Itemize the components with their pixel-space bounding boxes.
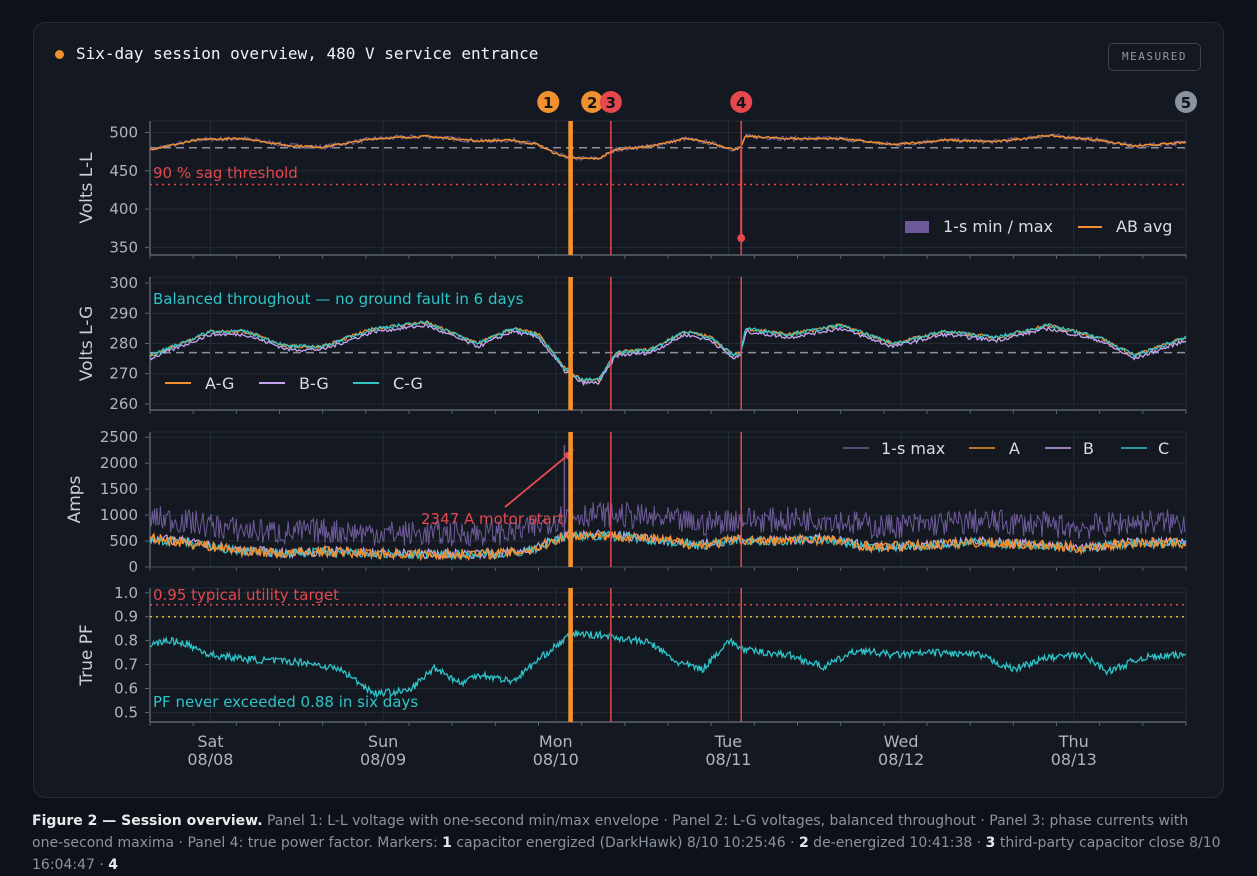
caption-marker-4: 4 bbox=[108, 857, 118, 873]
amps-legend-label: C bbox=[1158, 439, 1169, 458]
marker-5-label: 5 bbox=[1181, 94, 1191, 112]
lg-y-tick-label: 260 bbox=[109, 395, 138, 413]
caption-text: Panel 1: L-L voltage with one-second min… bbox=[32, 813, 1189, 851]
pf-y-tick-label: 0.6 bbox=[114, 680, 138, 698]
lg-y-tick-label: 290 bbox=[109, 304, 138, 322]
status-dot bbox=[55, 50, 64, 59]
x-tick-label-day: Thu bbox=[1058, 732, 1089, 751]
motor-start-annotation: 2347 A motor start bbox=[421, 510, 564, 528]
caption-marker-1-text: capacitor energized (DarkHawk) 8/10 10:2… bbox=[451, 835, 799, 851]
x-tick-label-day: Sat bbox=[197, 732, 223, 751]
amps-legend-label: B bbox=[1083, 439, 1094, 458]
marker-3-badge bbox=[599, 91, 622, 113]
lg-y-axis-label: Volts L-G bbox=[77, 306, 97, 381]
x-tick-label-date: 08/09 bbox=[360, 750, 406, 769]
amps-y-tick-label: 2000 bbox=[100, 454, 138, 472]
legend-b-g-label: B-G bbox=[299, 374, 329, 393]
marker-1-label: 1 bbox=[543, 94, 553, 112]
measured-badge: MEASURED bbox=[1108, 43, 1201, 71]
lg-balanced-annotation: Balanced throughout — no ground fault in… bbox=[153, 290, 524, 308]
marker-2-label: 2 bbox=[587, 94, 597, 112]
ll-y-axis-label: Volts L-L bbox=[77, 152, 97, 224]
pf-target-annotation: 0.95 typical utility target bbox=[153, 586, 339, 604]
ll-ab-avg-line bbox=[149, 134, 1187, 161]
amps-y-tick-label: 500 bbox=[109, 532, 138, 550]
lg-y-tick-label: 280 bbox=[109, 335, 138, 353]
ll-y-tick-label: 500 bbox=[109, 123, 138, 141]
ll-y-tick-label: 450 bbox=[109, 162, 138, 180]
amps-a-line bbox=[149, 529, 1187, 562]
pf-y-tick-label: 0.5 bbox=[114, 703, 138, 721]
motor-start-arrow bbox=[504, 454, 569, 508]
marker-5-badge bbox=[1175, 91, 1197, 113]
lg-y-tick-label: 300 bbox=[109, 274, 138, 292]
x-tick-label-date: 08/11 bbox=[705, 750, 751, 769]
amps-y-tick-label: 1000 bbox=[100, 506, 138, 524]
x-tick-label-date: 08/12 bbox=[878, 750, 924, 769]
figure-caption: Figure 2 — Session overview. Panel 1: L-… bbox=[32, 810, 1222, 876]
lg-c-g-line bbox=[149, 320, 1187, 383]
x-tick-label-date: 08/13 bbox=[1051, 750, 1097, 769]
pf-y-tick-label: 0.8 bbox=[114, 632, 138, 650]
caption-marker-3: 3 bbox=[985, 835, 996, 851]
marker-1-badge bbox=[537, 91, 560, 113]
lg-y-tick-label: 270 bbox=[109, 365, 138, 383]
pf-max-annotation: PF never exceeded 0.88 in six days bbox=[153, 693, 418, 711]
pf-line bbox=[150, 629, 1187, 698]
caption-marker-1: 1 bbox=[442, 835, 452, 851]
amps-y-axis-label: Amps bbox=[65, 475, 85, 523]
x-tick-label-day: Tue bbox=[714, 732, 742, 751]
legend-envelope-swatch bbox=[905, 221, 929, 233]
ll-y-tick-label: 400 bbox=[109, 200, 138, 218]
chart-title: Six-day session overview, 480 V service … bbox=[76, 44, 539, 63]
amps-1s-max-line bbox=[149, 500, 1187, 547]
legend-envelope-label: 1-s min / max bbox=[943, 217, 1053, 236]
x-tick-label-day: Sun bbox=[368, 732, 398, 751]
pf-y-tick-label: 0.7 bbox=[114, 656, 138, 674]
pf-y-tick-label: 0.9 bbox=[114, 608, 138, 626]
x-tick-label-day: Wed bbox=[884, 732, 919, 751]
sag-threshold-label: 90 % sag threshold bbox=[153, 164, 298, 182]
marker-2-badge bbox=[581, 91, 604, 113]
pf-y-tick-label: 1.0 bbox=[114, 584, 138, 602]
pf-y-axis-label: True PF bbox=[77, 624, 97, 687]
x-tick-label-day: Mon bbox=[539, 732, 573, 751]
legend-a-g-label: A-G bbox=[205, 374, 234, 393]
legend-ab-avg-label: AB avg bbox=[1116, 217, 1172, 236]
caption-marker-2: 2 bbox=[798, 835, 809, 851]
legend-c-g-label: C-G bbox=[393, 374, 423, 393]
marker-4-badge bbox=[730, 91, 753, 113]
marker-4-label: 4 bbox=[736, 94, 746, 112]
ll-y-tick-label: 350 bbox=[109, 238, 138, 256]
x-tick-label-date: 08/08 bbox=[187, 750, 233, 769]
lg-b-g-line bbox=[149, 323, 1187, 387]
marker-3-label: 3 bbox=[606, 94, 616, 112]
amps-legend-label: A bbox=[1009, 439, 1020, 458]
amps-y-tick-label: 1500 bbox=[100, 480, 138, 498]
amps-legend-label: 1-s max bbox=[881, 439, 945, 458]
x-tick-label-date: 08/10 bbox=[533, 750, 579, 769]
caption-lead: Figure 2 — Session overview. bbox=[32, 813, 263, 829]
amps-y-tick-label: 0 bbox=[128, 558, 138, 576]
caption-marker-2-text: de-energized 10:41:38 · bbox=[808, 835, 986, 851]
amps-y-tick-label: 2500 bbox=[100, 428, 138, 446]
